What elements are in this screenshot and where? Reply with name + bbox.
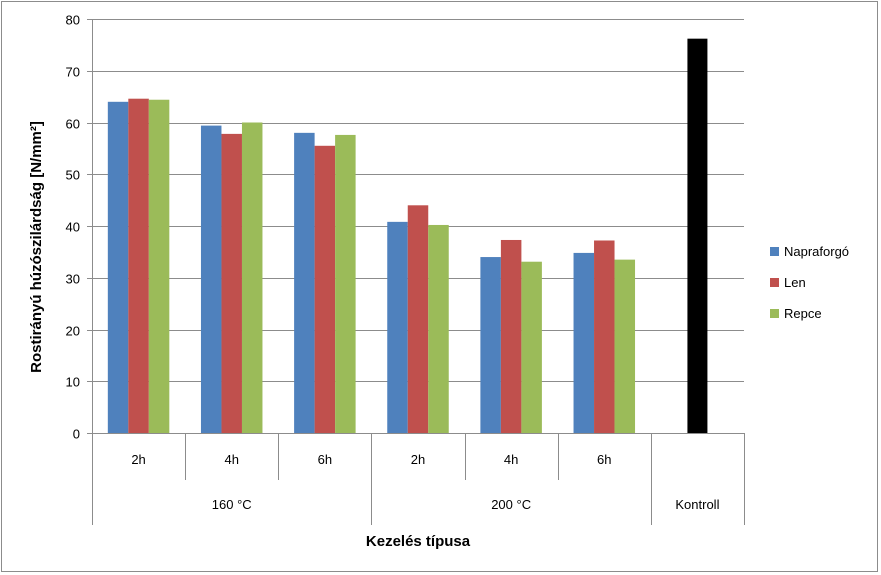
bar-len xyxy=(128,98,149,433)
bar-napraforgó xyxy=(200,125,222,433)
bar-repce xyxy=(241,122,263,433)
y-tick-label: 60 xyxy=(66,117,80,132)
bar-napraforgó xyxy=(480,257,501,433)
x-category-labels: 2h 4h 6h 2h 4h 6h 160 °C 200 °C Kontroll xyxy=(131,452,719,512)
x-group-label: 160 °C xyxy=(212,497,252,512)
bar-len xyxy=(407,205,429,433)
x-category-label: 4h xyxy=(504,452,518,467)
x-category-label: 2h xyxy=(411,452,425,467)
bar-napraforgó xyxy=(107,101,129,434)
y-tick-label: 0 xyxy=(73,427,80,442)
gridlines xyxy=(92,19,744,382)
y-tick-label: 20 xyxy=(66,324,80,339)
x-group-label: 200 °C xyxy=(491,497,531,512)
y-tick-label: 80 xyxy=(66,13,80,28)
legend-label: Len xyxy=(784,275,806,290)
y-tick-label: 70 xyxy=(66,65,80,80)
bar-kontroll xyxy=(687,38,708,433)
bar-repce xyxy=(148,99,170,433)
y-tick-label: 30 xyxy=(66,272,80,287)
x-group-label: Kontroll xyxy=(675,497,719,512)
bar-len xyxy=(314,145,336,433)
legend-label: Repce xyxy=(784,306,822,321)
bar-repce xyxy=(335,134,356,434)
y-axis-title: Rostirányú húzószilárdság [N/mm²] xyxy=(28,121,45,373)
x-axis-title: Kezelés típusa xyxy=(366,533,471,550)
bar-len xyxy=(594,240,615,433)
axes xyxy=(87,19,745,525)
x-category-label: 6h xyxy=(318,452,332,467)
legend-swatch-repce xyxy=(770,309,779,318)
legend-swatch-len xyxy=(770,278,779,287)
bar-repce xyxy=(428,224,449,433)
legend-swatch-napraforgó xyxy=(770,247,779,256)
y-tick-label: 50 xyxy=(66,168,80,183)
bar-repce xyxy=(614,259,636,433)
bar-napraforgó xyxy=(573,252,595,433)
bar-repce xyxy=(521,261,542,433)
bar-len xyxy=(500,239,522,433)
y-tick-labels: 0 10 20 30 40 50 60 70 80 xyxy=(66,13,80,442)
x-category-label: 6h xyxy=(597,452,611,467)
bar-napraforgó xyxy=(294,132,315,433)
x-category-label: 4h xyxy=(224,452,238,467)
bars xyxy=(107,38,708,434)
bar-len xyxy=(221,133,242,433)
y-tick-label: 10 xyxy=(66,375,80,390)
legend-label: Napraforgó xyxy=(784,244,849,259)
bar-napraforgó xyxy=(387,221,408,433)
legend: Napraforgó Len Repce xyxy=(770,244,849,321)
y-tick-label: 40 xyxy=(66,220,80,235)
x-category-label: 2h xyxy=(131,452,145,467)
